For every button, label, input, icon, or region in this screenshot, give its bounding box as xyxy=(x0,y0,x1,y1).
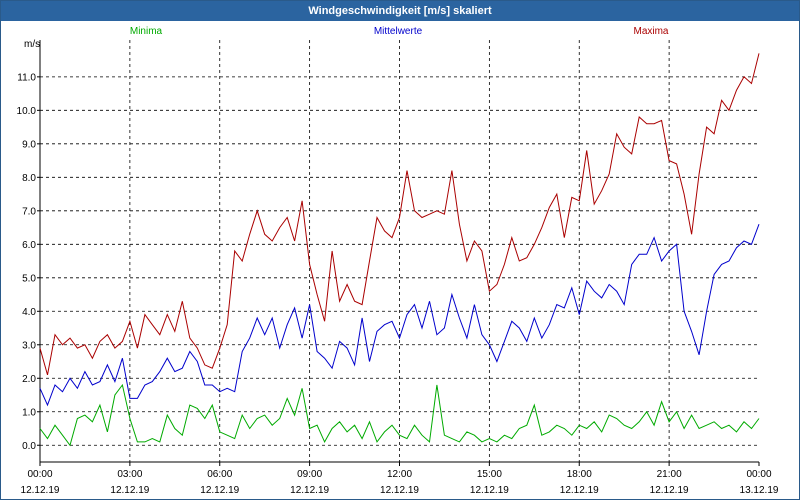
chart-title: Windgeschwindigkeit [m/s] skaliert xyxy=(1,1,799,21)
x-tick-time-label: 00:00 xyxy=(746,469,771,480)
x-tick-labels: 00:00 12.12.19 03:00 12.12.19 06:00 12.12.19 0… xyxy=(21,462,779,496)
x-tick-date-label: 12.12.19 xyxy=(380,485,419,496)
x-tick-date-label: 13.12.19 xyxy=(740,485,779,496)
legend-item-minima: Minima xyxy=(130,26,163,37)
x-tick-date-label: 12.12.19 xyxy=(21,485,60,496)
y-tick-label: 1.0 xyxy=(22,407,36,418)
y-tick-label: 5.0 xyxy=(22,273,36,284)
series-line-maxima xyxy=(39,53,760,376)
legend-item-mittelwerte: Mittelwerte xyxy=(374,26,423,37)
x-tick-date-label: 12.12.19 xyxy=(560,485,599,496)
y-tick-label: 10.0 xyxy=(17,106,37,117)
grid-lines xyxy=(40,40,759,462)
series-line-minima xyxy=(39,383,760,447)
data-series xyxy=(39,53,760,447)
x-tick-time-label: 18:00 xyxy=(567,469,592,480)
series-line-mittelwerte xyxy=(39,224,760,407)
y-tick-label: 9.0 xyxy=(22,139,36,150)
x-tick-time-label: 06:00 xyxy=(207,469,232,480)
x-tick-time-label: 21:00 xyxy=(657,469,682,480)
x-tick-date-label: 12.12.19 xyxy=(290,485,329,496)
x-tick-time-label: 09:00 xyxy=(297,469,322,480)
y-tick-label: 3.0 xyxy=(22,340,36,351)
x-tick-time-label: 12:00 xyxy=(387,469,412,480)
x-tick-time-label: 03:00 xyxy=(117,469,142,480)
y-tick-label: 7.0 xyxy=(22,206,36,217)
y-tick-label: 6.0 xyxy=(22,240,36,251)
x-tick-date-label: 12.12.19 xyxy=(470,485,509,496)
legend: Minima Mittelwerte Maxima xyxy=(130,26,669,37)
legend-item-maxima: Maxima xyxy=(633,26,668,37)
y-tick-labels: 0.0 1.0 2.0 3.0 4.0 5.0 6.0 7.0 8.0 9.0 10.0 11.0 xyxy=(17,72,40,452)
x-tick-date-label: 12.12.19 xyxy=(650,485,689,496)
y-tick-label: 4.0 xyxy=(22,307,36,318)
y-tick-label: 0.0 xyxy=(22,441,36,452)
x-tick-time-label: 15:00 xyxy=(477,469,502,480)
x-tick-time-label: 00:00 xyxy=(27,469,52,480)
x-tick-date-label: 12.12.19 xyxy=(200,485,239,496)
x-tick-date-label: 12.12.19 xyxy=(110,485,149,496)
y-axis-unit-label: m/s xyxy=(24,39,40,50)
y-tick-label: 2.0 xyxy=(22,374,36,385)
y-tick-label: 8.0 xyxy=(22,173,36,184)
y-tick-label: 11.0 xyxy=(17,72,36,83)
